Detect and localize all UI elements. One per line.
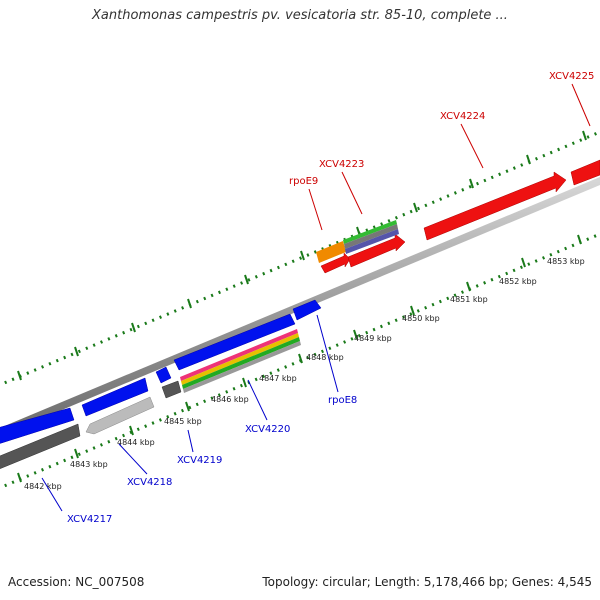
gene-rpoe9-arrow[interactable] (320, 252, 351, 274)
accession-text: Accession: NC_007508 (8, 575, 145, 589)
gene-label-xcv4218[interactable]: XCV4218 (127, 477, 172, 488)
gene-label-xcv4224[interactable]: XCV4224 (440, 111, 485, 122)
scale-label: 4843 kbp (70, 460, 108, 469)
feature-stack-xcv4220 (180, 329, 301, 393)
genome-stats-text: Topology: circular; Length: 5,178,466 bp… (262, 575, 592, 589)
scale-label: 4844 kbp (117, 438, 155, 447)
scale-label: 4842 kbp (24, 482, 62, 491)
gene-reverse-dark-left[interactable] (0, 423, 81, 472)
scale-label: 4850 kbp (402, 314, 440, 323)
scale-label: 4852 kbp (499, 277, 537, 286)
gene-blue-small-arrow[interactable] (155, 366, 172, 384)
gene-label-xcv4219[interactable]: XCV4219 (177, 455, 222, 466)
gene-xcv4219-arrow[interactable] (161, 380, 182, 399)
gene-xcv4223-arrow[interactable] (347, 233, 406, 268)
gene-label-xcv4225[interactable]: XCV4225 (549, 71, 594, 82)
scale-label: 4848 kbp (306, 353, 344, 362)
gene-xcv4217-arrow[interactable] (0, 407, 75, 446)
gene-xcv4224-arrow[interactable] (423, 171, 567, 241)
reverse-gene-labels: XCV4217 XCV4218 XCV4219 XCV4220 rpoE8 (41, 314, 357, 525)
scale-label: 4845 kbp (164, 417, 202, 426)
inner-tick-track (0, 232, 600, 490)
map-title: Xanthomonas campestris pv. vesicatoria s… (92, 8, 508, 23)
gene-blue-mid-arrow[interactable] (81, 377, 149, 417)
gene-xcv4225-arrow[interactable] (570, 159, 600, 186)
gene-label-xcv4217[interactable]: XCV4217 (67, 514, 112, 525)
scale-label: 4849 kbp (354, 334, 392, 343)
outer-tick-track (0, 130, 600, 387)
scale-label: 4847 kbp (259, 374, 297, 383)
gene-label-xcv4223[interactable]: XCV4223 (319, 159, 364, 170)
scale-label: 4846 kbp (211, 395, 249, 404)
gene-rpoe8-arrow[interactable] (292, 299, 322, 321)
feature-stack-rpoe9 (316, 220, 399, 263)
scale-label: 4851 kbp (450, 295, 488, 304)
gene-xcv4220-arrow[interactable] (173, 313, 296, 371)
gene-xcv4218-arrow[interactable] (85, 396, 155, 435)
scale-labels: 4842 kbp 4843 kbp 4844 kbp 4845 kbp 4846… (24, 257, 585, 491)
gene-label-rpoe8[interactable]: rpoE8 (328, 395, 357, 406)
gene-label-rpoe9[interactable]: rpoE9 (289, 176, 318, 187)
forward-gene-labels: rpoE9 XCV4223 XCV4224 XCV4225 (289, 71, 594, 231)
outer-major-ticks (17, 130, 587, 381)
scale-label: 4853 kbp (547, 257, 585, 266)
gene-label-xcv4220[interactable]: XCV4220 (245, 424, 290, 435)
inner-major-ticks (17, 234, 582, 483)
